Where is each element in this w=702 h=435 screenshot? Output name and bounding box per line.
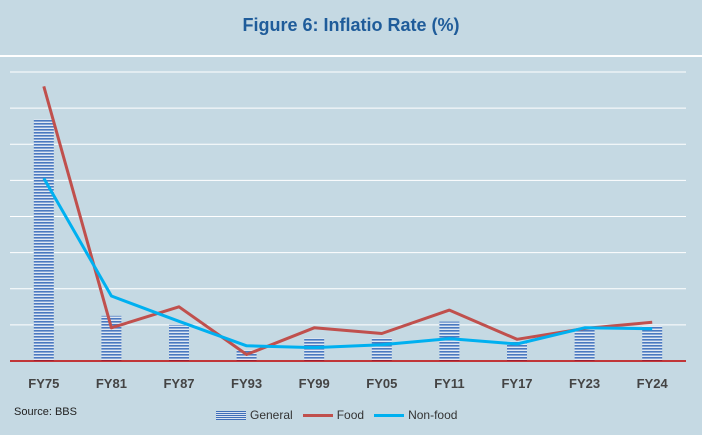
legend-swatch-general xyxy=(216,410,246,420)
legend-label-nonfood: Non-food xyxy=(408,408,458,422)
x-tick-label: FY75 xyxy=(28,376,59,391)
legend-item-food: Food xyxy=(302,408,365,422)
x-tick-label: FY11 xyxy=(434,376,464,391)
legend-item-nonfood: Non-food xyxy=(374,408,457,422)
x-tick-label: FY23 xyxy=(569,376,600,391)
legend-label-general: General xyxy=(250,408,293,422)
bar-general xyxy=(642,325,663,361)
x-tick-label: FY87 xyxy=(163,376,194,391)
legend-label-food: Food xyxy=(336,408,365,422)
source-note: Source: BBS xyxy=(14,406,77,418)
x-tick-label: FY99 xyxy=(299,376,330,391)
x-tick-label: FY05 xyxy=(366,376,397,391)
legend-swatch-nonfood xyxy=(374,413,405,417)
legend: General Food Non-food xyxy=(216,408,467,422)
legend-item-general: General xyxy=(216,408,293,422)
x-tick-label: FY24 xyxy=(637,376,669,391)
bar-general xyxy=(304,338,325,361)
x-tick-label: FY93 xyxy=(231,376,262,391)
title-bar: Figure 6: Inflatio Rate (%) xyxy=(0,0,702,54)
x-tick-label: FY81 xyxy=(96,376,127,391)
line-nonfood xyxy=(42,177,653,350)
chart-title: Figure 6: Inflatio Rate (%) xyxy=(242,15,460,35)
bar-general xyxy=(507,341,527,361)
bar-general xyxy=(33,119,54,361)
bar-general xyxy=(371,337,392,361)
bar-general xyxy=(169,324,189,361)
line-food xyxy=(42,85,653,356)
bar-general xyxy=(439,321,460,361)
bar-general xyxy=(574,328,595,361)
legend-swatch-food xyxy=(302,413,333,417)
title-divider xyxy=(0,55,702,57)
x-tick-label: FY17 xyxy=(501,376,532,391)
